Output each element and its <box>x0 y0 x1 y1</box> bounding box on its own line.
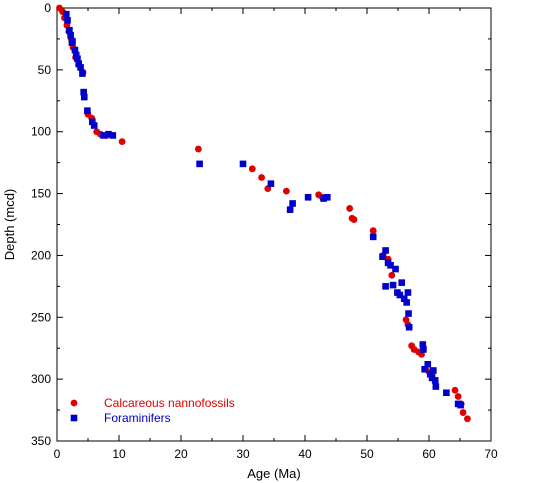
foraminifers-point <box>392 265 399 273</box>
calcareous-nannofossils-point <box>258 174 265 181</box>
foraminifers-point <box>69 38 76 45</box>
foraminifers-point <box>443 389 450 397</box>
x-tick-label: 40 <box>298 447 312 461</box>
x-tick-label: 70 <box>484 447 498 461</box>
x-tick-label: 50 <box>360 447 374 461</box>
foraminifers-point <box>80 88 87 96</box>
calcareous-nannofossils-point <box>346 205 354 212</box>
foraminifers-point <box>63 10 70 18</box>
x-tick-label: 0 <box>54 447 61 461</box>
foraminifers-point <box>405 310 412 317</box>
foraminifers-point <box>398 279 406 286</box>
foraminifers-point <box>421 365 428 373</box>
calcareous-nannofossils-point <box>283 187 290 195</box>
foraminifers-point <box>396 291 404 299</box>
foraminifers-point <box>79 70 86 77</box>
foraminifers-point <box>404 289 412 296</box>
calcareous-nannofossils-point <box>459 409 467 416</box>
y-tick-label: 0 <box>44 1 51 15</box>
data-points <box>56 4 471 423</box>
foraminifers-point <box>89 118 96 126</box>
foraminifers-point <box>74 55 81 63</box>
x-tick-label: 10 <box>112 447 126 461</box>
plot-frame <box>56 7 492 442</box>
foraminifers-point <box>420 346 427 353</box>
x-tick-label: 20 <box>174 447 188 461</box>
calcareous-nannofossils-point <box>454 393 462 400</box>
foraminifers-point <box>324 193 331 201</box>
foraminifers-point <box>432 383 440 390</box>
y-tick-label: 50 <box>38 63 52 77</box>
foraminifers-point <box>109 132 117 139</box>
calcareous-nannofossils-point <box>388 271 396 279</box>
foraminifers-point <box>105 130 112 138</box>
foraminifers-point <box>77 64 84 71</box>
foraminifers-point <box>84 107 91 114</box>
foraminifers-point <box>72 51 80 59</box>
legend-marker-calcareous-nannofossils <box>70 399 78 407</box>
foraminifers-point <box>289 200 296 207</box>
y-axis-label: Depth (mcd) <box>2 189 17 261</box>
foraminifers-point <box>426 370 434 378</box>
foraminifers-point <box>403 299 410 306</box>
foraminifers-point <box>320 195 327 202</box>
foraminifers-point <box>90 122 98 129</box>
foraminifers-point <box>196 160 203 168</box>
foraminifers-point <box>71 46 79 54</box>
foraminifers-point <box>457 401 464 409</box>
axes: 0 10 20 30 40 50 60 70 0 50 100 150 200 250 300 350 <box>31 1 498 461</box>
x-tick-label: 30 <box>236 447 250 461</box>
foraminifers-point <box>304 193 312 201</box>
foraminifers-point <box>239 160 247 168</box>
y-tick-label: 200 <box>31 248 51 262</box>
foraminifers-point <box>66 26 73 34</box>
foraminifers-point <box>382 247 389 254</box>
calcareous-nannofossils-point <box>451 386 459 394</box>
foraminifers-point <box>267 180 275 187</box>
foraminifers-point <box>405 323 413 331</box>
y-tick-label: 100 <box>31 125 51 139</box>
foraminifers-point <box>382 283 389 290</box>
foraminifers-point <box>286 206 294 213</box>
foraminifers-point <box>430 367 437 374</box>
foraminifers-point <box>75 60 82 67</box>
foraminifers-point <box>431 377 439 384</box>
calcareous-nannofossils-point <box>118 138 126 146</box>
calcareous-nannofossils-point <box>194 145 202 153</box>
foraminifers-point <box>400 295 408 303</box>
foraminifers-point <box>64 17 71 24</box>
x-axis-label: Age (Ma) <box>247 466 300 481</box>
foraminifers-point <box>80 93 88 101</box>
foraminifers-point <box>424 360 432 368</box>
calcareous-nannofossils-point <box>350 216 358 223</box>
foraminifers-point <box>100 132 107 139</box>
y-tick-label: 300 <box>31 372 51 386</box>
y-tick-label: 250 <box>31 310 51 324</box>
legend-label-calcareous-nannofossils: Calcareous nannofossils <box>104 396 235 410</box>
legend-marker-foraminifers <box>70 414 78 422</box>
legend-label-foraminifers: Foraminifers <box>104 411 171 425</box>
calcareous-nannofossils-point <box>464 415 471 423</box>
foraminifers-point <box>67 31 74 39</box>
x-tick-label: 60 <box>422 447 436 461</box>
calcareous-nannofossils-point <box>369 227 377 235</box>
foraminifers-point <box>419 341 427 348</box>
foraminifers-point <box>369 233 377 241</box>
foraminifers-point <box>379 253 386 260</box>
y-tick-label: 350 <box>31 434 51 448</box>
calcareous-nannofossils-point <box>248 165 256 173</box>
foraminifers-point <box>387 262 394 269</box>
foraminifers-point <box>389 281 397 289</box>
y-tick-label: 150 <box>31 187 51 201</box>
